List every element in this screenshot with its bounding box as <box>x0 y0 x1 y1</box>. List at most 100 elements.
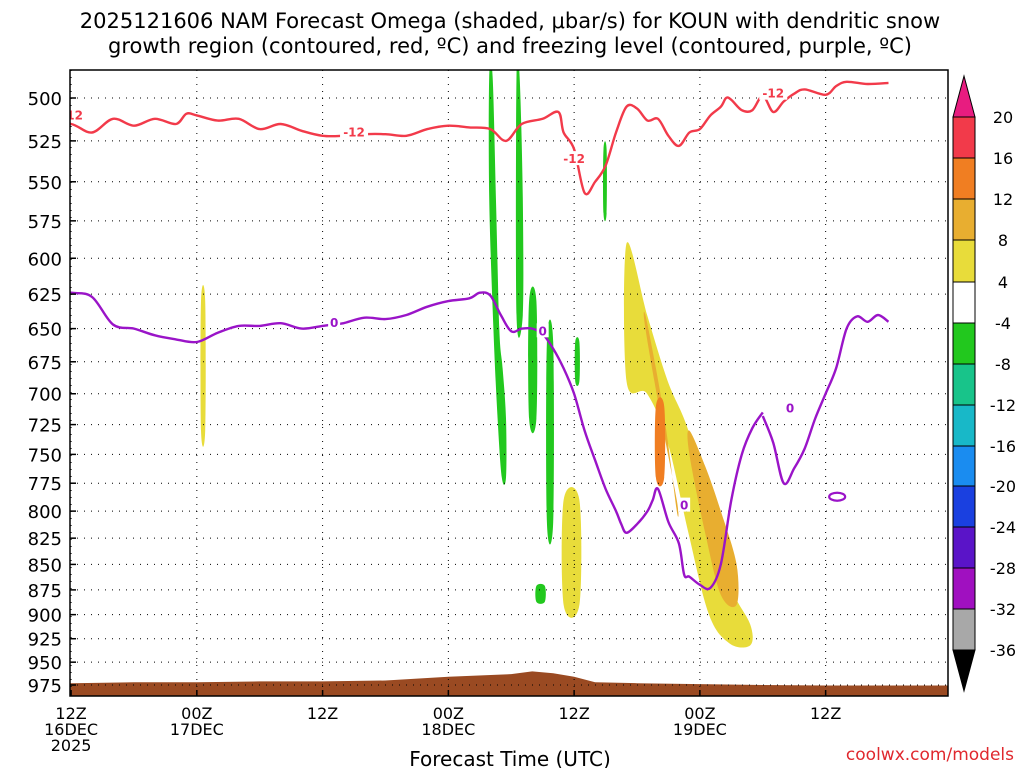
contour-label-bg-4 <box>328 315 341 330</box>
colorbar-band-10 <box>952 526 976 569</box>
omega-shade-green-2 <box>528 286 538 434</box>
omega-shade-yellow-2 <box>200 284 206 447</box>
contour-label-1: -12 <box>343 125 365 139</box>
x-tick-label-66-1: 19DEC <box>673 720 727 739</box>
colorbar-band-2 <box>952 198 976 241</box>
colorbar-label-5: -4 <box>995 314 1011 333</box>
omega-shade-green-1 <box>515 70 524 338</box>
colorbar-top-arrow <box>952 74 976 118</box>
colorbar-label-10: -24 <box>990 518 1016 537</box>
x-tick-label-54-0: 12Z <box>558 704 589 723</box>
contour-label-bg-1 <box>340 124 369 139</box>
contour-line-0 <box>70 80 889 196</box>
y-tick-label-925: 925 <box>28 630 62 651</box>
y-tick-label-525: 525 <box>28 132 62 153</box>
contour-line-2 <box>761 313 890 486</box>
y-tick-label-825: 825 <box>28 529 62 550</box>
x-tick-label-42-1: 18DEC <box>421 720 475 739</box>
colorbar-label-6: -8 <box>995 355 1011 374</box>
colorbar-label-7: -12 <box>990 396 1016 415</box>
y-tick-label-625: 625 <box>28 285 62 306</box>
y-tick-label-725: 725 <box>28 416 62 437</box>
colorbar-band-3 <box>952 239 976 283</box>
colorbar-label-1: 16 <box>993 149 1013 168</box>
y-tick-label-750: 750 <box>28 445 62 466</box>
y-axis-tick-labels: 500 525 550 575 600 625 650 675 700 725 750 775 800 8… <box>28 89 76 697</box>
y-tick-label-950: 950 <box>28 653 62 674</box>
omega-shade-green-4 <box>535 583 546 604</box>
omega-shade-green-3 <box>546 319 554 545</box>
contour-label-bg-3 <box>759 85 788 100</box>
colorbar-band-1 <box>952 157 976 200</box>
x-tick-label-6-2: 2025 <box>51 736 92 755</box>
colorbar-label-13: -36 <box>990 641 1016 660</box>
y-tick-label-775: 775 <box>28 474 62 495</box>
colorbar-band-11 <box>952 567 976 610</box>
x-tick-label-30-0: 12Z <box>307 704 338 723</box>
omega-shade-green-5 <box>574 337 580 386</box>
contour-label-0: -12 <box>61 108 83 122</box>
y-tick-label-550: 550 <box>28 173 62 194</box>
contour-layer <box>70 80 890 591</box>
contour-label-4: 0 <box>330 316 338 330</box>
x-tick-label-18-0: 00Z <box>181 704 212 723</box>
colorbar-band-8 <box>952 445 976 487</box>
colorbar-band-4 <box>952 281 976 324</box>
contour-label-2: -12 <box>563 152 585 166</box>
terrain-fill <box>70 671 948 696</box>
x-tick-label-18-1: 17DEC <box>170 720 224 739</box>
watermark: coolwx.com/models <box>846 745 1014 765</box>
omega-shading-layer <box>200 70 753 648</box>
omega-shade-orange-0 <box>654 397 666 487</box>
x-tick-label-78-0: 12Z <box>810 704 841 723</box>
contour-label-5: 0 <box>539 324 547 338</box>
y-tick-label-850: 850 <box>28 555 62 576</box>
x-axis-label: Forecast Time (UTC) <box>409 747 611 768</box>
colorbar-label-3: 8 <box>998 231 1008 250</box>
x-tick-label-42-0: 00Z <box>433 704 464 723</box>
colorbar-band-0 <box>952 116 976 159</box>
omega-shade-green-6 <box>603 141 607 222</box>
contour-line-1 <box>70 291 764 591</box>
colorbar-bottom-arrow <box>952 649 976 693</box>
colorbar-label-12: -32 <box>990 600 1016 619</box>
y-tick-label-500: 500 <box>28 89 62 110</box>
contour-label-7: 0 <box>786 402 794 416</box>
colorbar-band-12 <box>952 608 976 651</box>
colorbar-band-7 <box>952 404 976 447</box>
colorbar-label-9: -20 <box>990 477 1016 496</box>
contour-label-6: 0 <box>680 499 688 513</box>
colorbar-band-9 <box>952 485 976 528</box>
colorbar-label-0: 20 <box>993 108 1013 127</box>
y-tick-label-900: 900 <box>28 606 62 627</box>
x-tick-label-6-1: 16DEC <box>44 720 98 739</box>
contour-label-3: -12 <box>762 87 784 101</box>
chart-title-line-2: growth region (contoured, red, ºC) and f… <box>108 34 912 58</box>
freezing-level-loop <box>828 491 847 502</box>
contour-label-layer: -12 -12 -12 -12 0 0 0 0 <box>61 85 797 513</box>
contour-label-bg-7 <box>784 400 797 415</box>
omega-shade-yellow-1 <box>561 486 582 618</box>
omega-shade-green-0 <box>488 70 507 485</box>
contour-label-bg-6 <box>678 497 691 512</box>
contour-label-bg-2 <box>560 151 589 166</box>
x-tick-label-6-0: 12Z <box>55 704 86 723</box>
y-tick-label-600: 600 <box>28 249 62 270</box>
colorbar-band-6 <box>952 363 976 406</box>
colorbar-label-11: -28 <box>990 559 1016 578</box>
x-tick-label-66-0: 00Z <box>684 704 715 723</box>
y-tick-label-700: 700 <box>28 385 62 406</box>
plot-frame <box>69 69 949 697</box>
colorbar: 20 16 12 8 4 -4 -8 -12 -16 -20 -24 -28 -32 -36 <box>952 74 1016 693</box>
colorbar-band-5 <box>952 322 976 365</box>
y-tick-label-875: 875 <box>28 581 62 602</box>
y-tick-label-675: 675 <box>28 353 62 374</box>
y-tick-label-975: 975 <box>28 676 62 697</box>
chart-title-line-1: 2025121606 NAM Forecast Omega (shaded, μ… <box>80 9 940 33</box>
y-tick-label-800: 800 <box>28 502 62 523</box>
contour-label-bg-5 <box>536 323 549 338</box>
